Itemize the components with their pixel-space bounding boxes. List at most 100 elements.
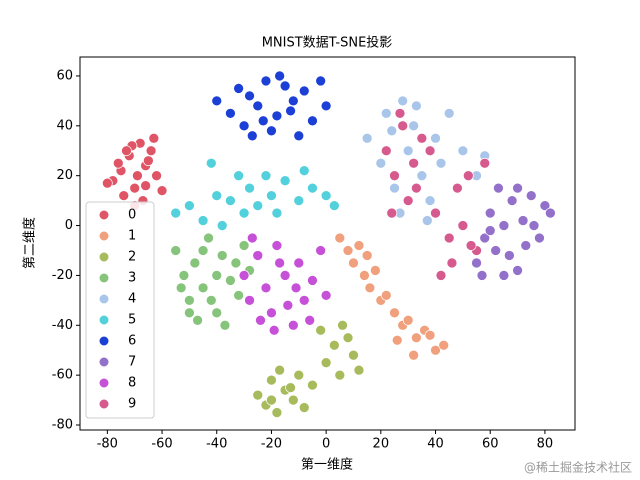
point [260, 170, 272, 182]
point [287, 95, 299, 107]
point [298, 85, 310, 97]
point [219, 319, 231, 331]
point [408, 120, 419, 132]
point [238, 120, 250, 132]
point [101, 177, 113, 189]
point [438, 339, 450, 351]
y-tick-label: 20 [56, 168, 73, 183]
point [375, 157, 387, 169]
y-tick-label: 40 [56, 118, 73, 133]
point [430, 132, 441, 144]
point [512, 265, 523, 276]
point [293, 130, 305, 142]
point [389, 182, 400, 194]
point [298, 402, 310, 413]
y-tick-label: -20 [52, 268, 73, 283]
point [118, 190, 130, 201]
point [285, 382, 296, 393]
point [293, 257, 305, 269]
point [238, 240, 250, 251]
point [539, 200, 551, 211]
point [271, 240, 283, 251]
x-tick-label: -60 [151, 437, 172, 452]
legend-label: 5 [128, 313, 136, 328]
x-axis-label: 第一维度 [301, 457, 353, 473]
y-tick-label: -80 [52, 418, 73, 433]
point [271, 207, 283, 219]
point [315, 75, 327, 87]
point [287, 319, 299, 331]
point [225, 275, 236, 286]
point [386, 207, 398, 219]
point [380, 107, 392, 119]
point [416, 132, 428, 144]
point [271, 110, 283, 122]
point [430, 207, 441, 219]
legend-box [85, 201, 155, 419]
point [203, 232, 214, 244]
point [129, 182, 141, 194]
point [225, 195, 236, 206]
point [320, 290, 332, 301]
point [238, 270, 250, 281]
point [145, 145, 157, 157]
point [266, 190, 277, 201]
point [315, 324, 327, 336]
point [411, 332, 422, 344]
point [402, 195, 414, 206]
point [293, 369, 305, 381]
plot-area [101, 70, 556, 418]
point [184, 294, 195, 306]
point [545, 207, 556, 219]
point [266, 307, 277, 319]
point [493, 182, 504, 194]
point [287, 394, 299, 406]
point [268, 324, 280, 336]
point [457, 220, 469, 231]
x-tick-label: -40 [206, 437, 227, 452]
point [348, 257, 359, 269]
x-tick-label: 20 [373, 437, 390, 452]
point [353, 364, 365, 376]
chart-title: MNIST数据T-SNE投影 [262, 35, 393, 51]
point [252, 389, 264, 401]
point [132, 170, 143, 182]
point [189, 257, 201, 269]
legend-label: 6 [128, 334, 136, 349]
point [402, 145, 414, 157]
point [257, 115, 269, 127]
point [184, 200, 195, 211]
legend-label: 3 [128, 271, 136, 286]
point [252, 100, 264, 112]
x-tick-label: -80 [97, 437, 118, 452]
point [282, 299, 294, 311]
point [411, 100, 422, 112]
point [498, 270, 510, 281]
point [534, 232, 545, 244]
point [424, 145, 436, 157]
point [424, 329, 436, 341]
point [298, 294, 310, 306]
y-tick-label: -40 [52, 318, 73, 333]
legend-label: 4 [128, 292, 136, 307]
point [394, 107, 406, 119]
point [233, 290, 244, 301]
y-tick-label: 0 [65, 218, 73, 233]
point [452, 182, 463, 194]
point [361, 250, 373, 261]
point [490, 245, 502, 256]
point [293, 195, 305, 206]
point [348, 349, 359, 361]
point [370, 265, 381, 276]
legend-marker [98, 209, 110, 221]
point [274, 257, 285, 269]
point [320, 100, 332, 112]
point [274, 364, 285, 376]
point [211, 95, 223, 107]
point [334, 369, 346, 381]
legend-marker [98, 377, 110, 389]
x-tick-label: -20 [261, 437, 282, 452]
point [197, 215, 209, 226]
point [205, 294, 217, 306]
point [307, 115, 318, 127]
